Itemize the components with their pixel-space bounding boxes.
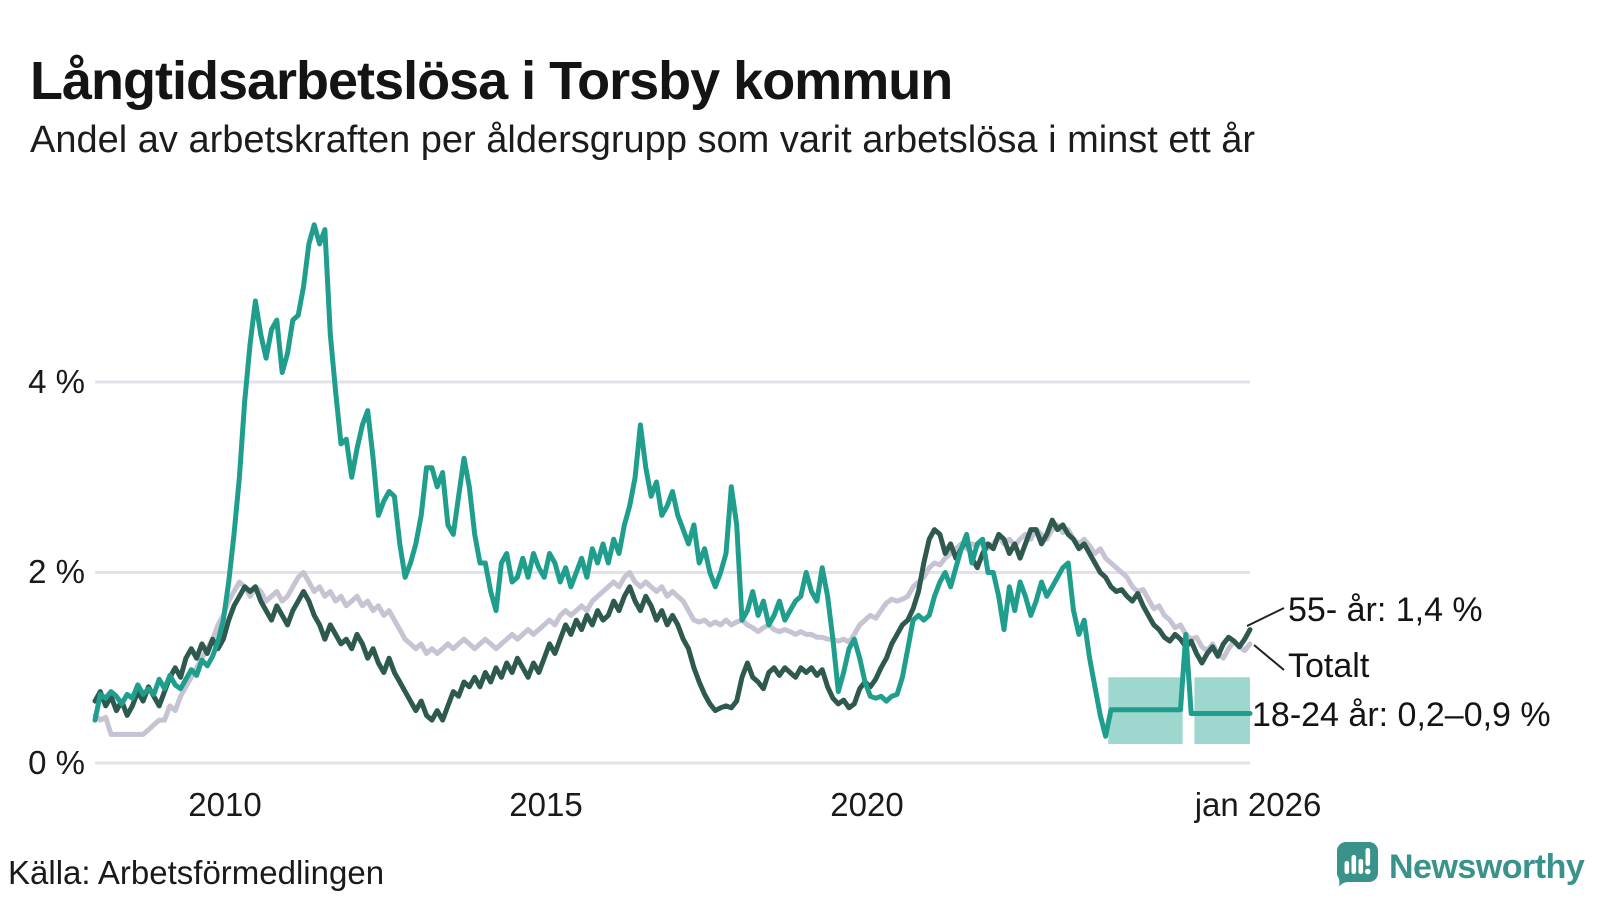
y-axis-tick-2: 2 % <box>28 553 85 590</box>
y-axis-tick-4: 4 % <box>28 363 85 400</box>
x-axis-tick-2020: 2020 <box>830 786 904 823</box>
x-axis-tick-2010: 2010 <box>188 786 262 823</box>
annotation-18-24-ar: 18-24 år: 0,2–0,9 % <box>1252 696 1551 734</box>
annotation-totalt: Totalt <box>1288 647 1370 685</box>
x-axis-tick-jan-2026: jan 2026 <box>1194 786 1322 823</box>
y-axis-tick-0: 0 % <box>28 744 85 781</box>
source-credit: Källa: Arbetsförmedlingen <box>8 854 385 891</box>
newsworthy-wordmark: Newsworthy <box>1389 847 1585 886</box>
newsworthy-logo[interactable]: Newsworthy <box>1336 841 1585 893</box>
chart-title: Långtidsarbetslösa i Torsby kommun <box>30 51 953 112</box>
chart-subtitle: Andel av arbetskraften per åldersgrupp s… <box>30 119 1256 161</box>
newsworthy-speech-bubble-chart-icon <box>1336 841 1379 893</box>
annotation-55-ar: 55- år: 1,4 % <box>1288 591 1483 629</box>
x-axis-tick-2015: 2015 <box>509 786 583 823</box>
